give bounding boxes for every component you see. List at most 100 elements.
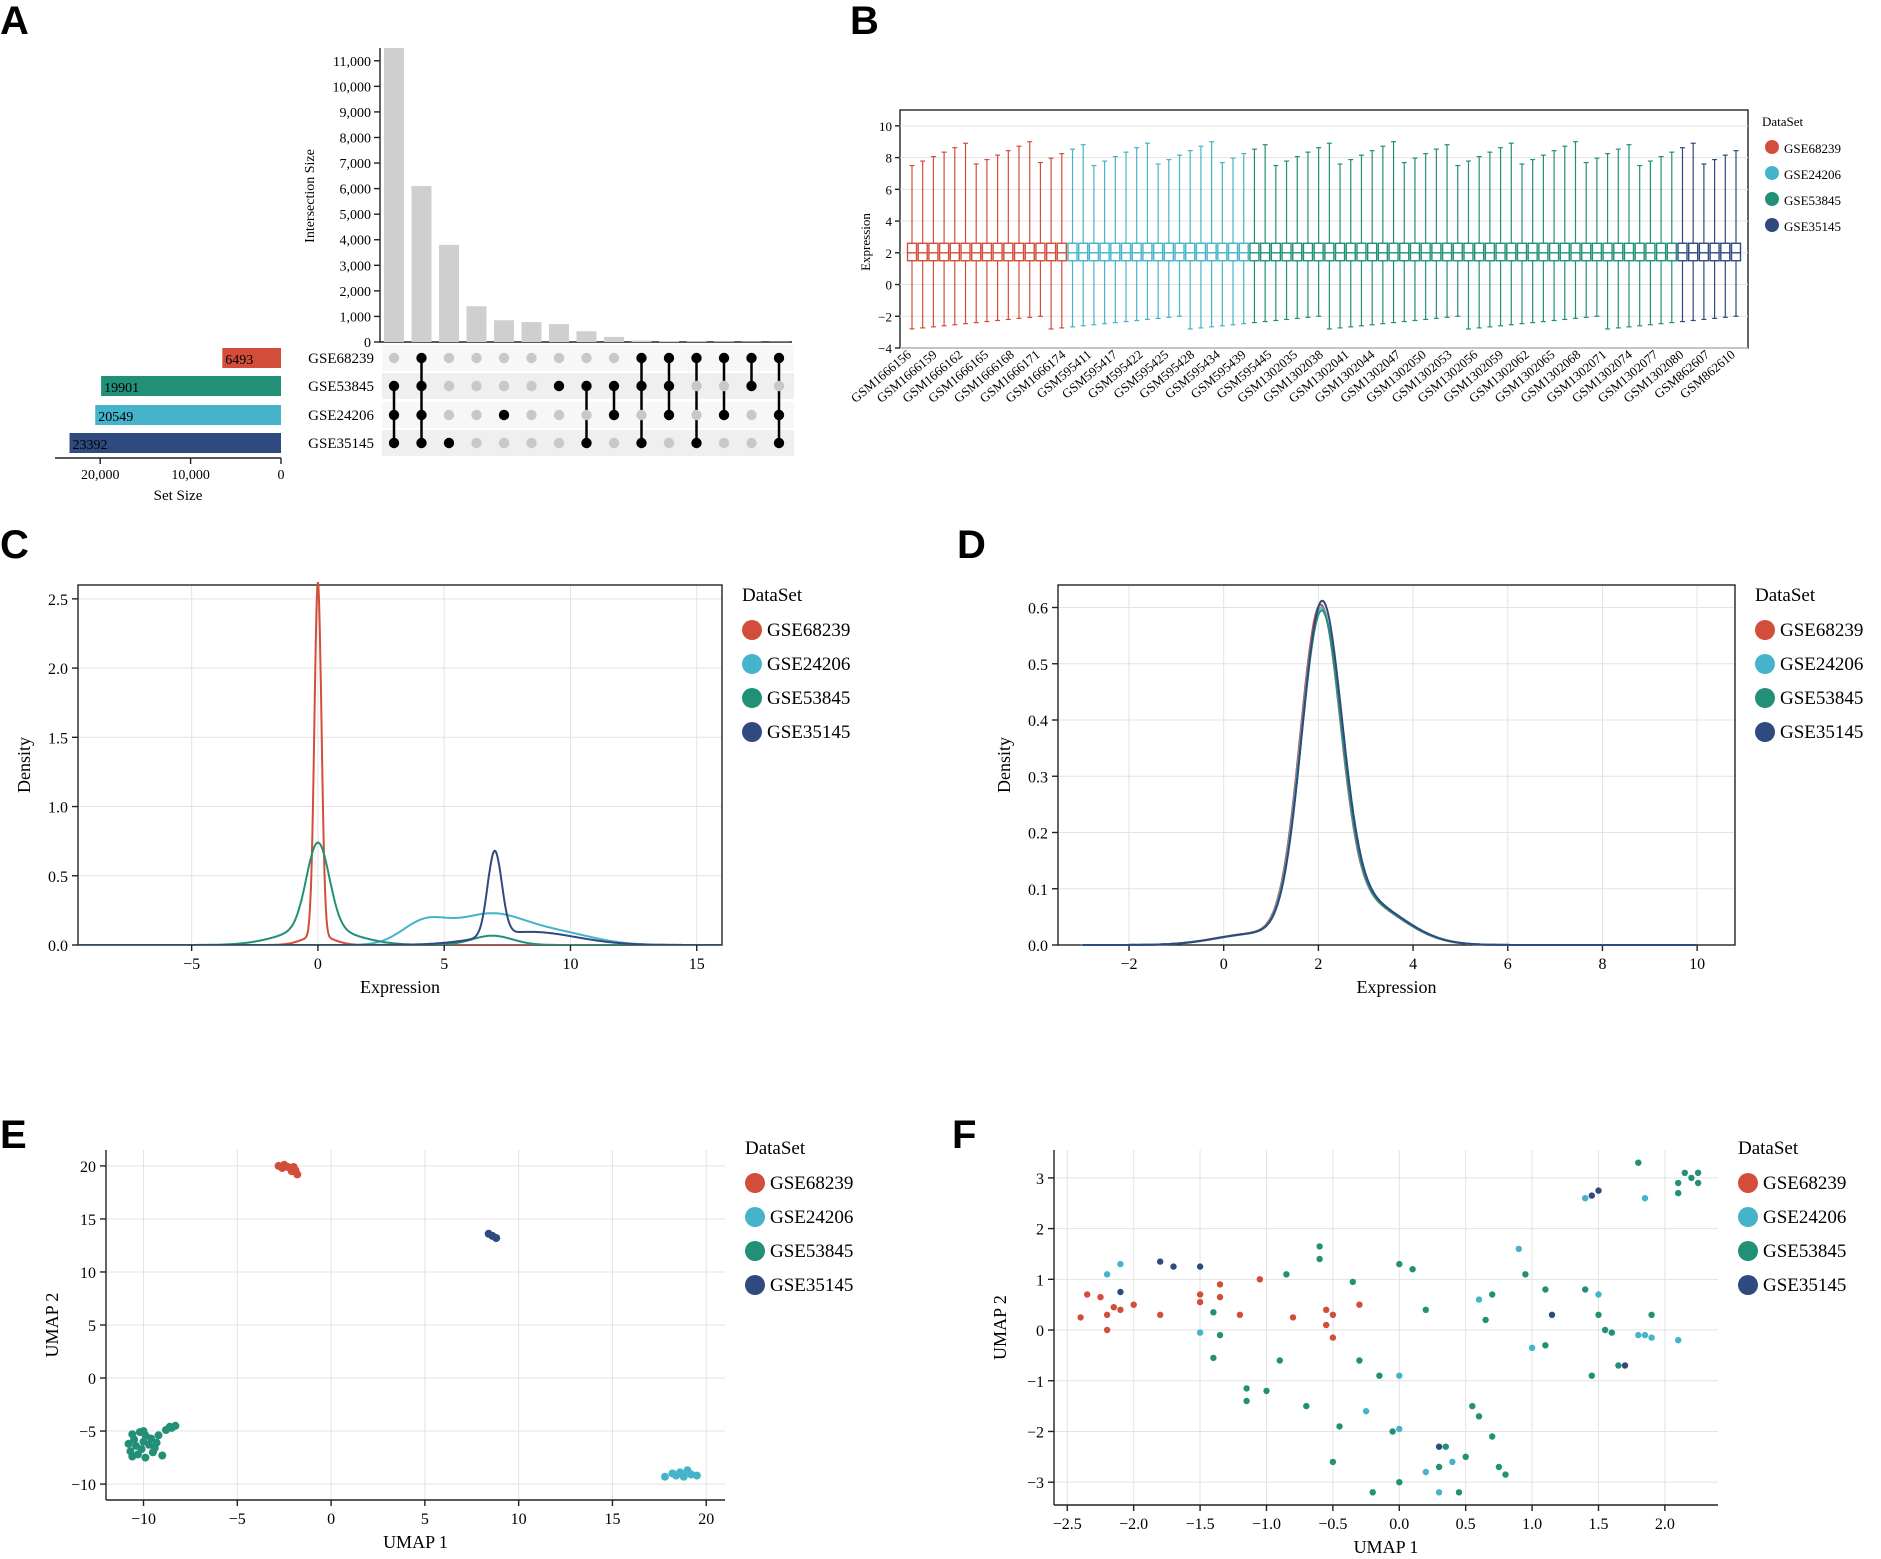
panel-b-box [1313,242,1324,262]
panel-d-legend-label-gse68239: GSE68239 [1780,620,1863,641]
panel-f-point-gse24206 [1641,1195,1649,1202]
panel-e-y-axis-label: UMAP 2 [42,1293,62,1358]
panel-b-legend-swatch-gse35145 [1765,218,1779,232]
panel-b-box [1709,242,1720,262]
panel-b-box [1345,242,1356,262]
panel-c-x-tick-label: 15 [689,956,705,973]
panel-c-density-line-gse24206 [78,912,722,945]
panel-b-y-axis-label: Expression [858,213,873,271]
panel-d-x-tick-label: 8 [1598,956,1606,973]
panel-c-legend-swatch-gse24206 [742,654,762,674]
panel-a-set-size-label: 6493 [225,353,253,368]
panel-c-y-tick-label: 2.0 [48,661,68,678]
panel-a-matrix-dot [416,380,427,392]
panel-e-x-tick-label: 0 [327,1511,335,1528]
panel-c-density-line-gse53845 [78,841,722,945]
panel-d-x-tick-label: 4 [1409,956,1417,973]
panel-b-box [1131,242,1142,262]
panel-f-legend-title: DataSet [1738,1138,1799,1159]
panel-f-point-gse53845 [1396,1479,1403,1486]
panel-b-box [1195,242,1207,262]
panel-a-y-tick-label: 2,000 [340,285,372,300]
panel-c-legend-swatch-gse53845 [742,688,762,708]
panel-b-box [1591,242,1603,262]
panel-e-legend-swatch-gse68239 [745,1173,765,1193]
panel-b-box [1687,242,1699,262]
panel-f-umap-plot: −2.5 −2.0 −1.5 −1.0 −0.5 0.0 0.5 1.0 1.5 2.0 −3 −2 −… [990,1138,1846,1557]
panel-f-point-gse24206 [1635,1331,1642,1339]
panel-f-point-gse53845 [1210,1309,1217,1316]
panel-b-box [1292,242,1303,262]
panel-c-x-tick-label: 5 [440,956,448,973]
panel-a-matrix-dot [718,409,730,421]
panel-a-matrix-dot [608,437,620,449]
panel-f-point-gse68239 [1130,1301,1137,1308]
panel-f-point-gse53845 [1210,1354,1217,1362]
panel-a-matrix-dot [526,437,537,449]
panel-a-matrix-dot [636,409,647,421]
panel-b-y-tick-label: 2 [886,246,893,261]
panel-b-box [917,242,928,262]
panel-a-intersection-bar [714,341,734,342]
panel-f-point-gse53845 [1389,1428,1396,1435]
panel-f-point-gse35145 [1621,1362,1629,1369]
panel-a-matrix-dot [746,437,757,449]
panel-a-matrix-dot [416,409,427,421]
panel-e-point-gse24206 [692,1471,701,1480]
panel-a-set-size-bar [95,405,282,425]
panel-f-point-gse35145 [1595,1187,1602,1194]
panel-c-legend-label-gse35145: GSE35145 [767,722,850,743]
panel-f-point-gse53845 [1396,1260,1403,1268]
panel-e-legend-label-gse35145: GSE35145 [770,1275,853,1296]
panel-f-point-gse53845 [1376,1372,1383,1379]
panel-a-matrix-dot [471,409,482,421]
panel-a-matrix-dot [608,380,620,392]
panel-f-x-tick-label: 0.0 [1389,1516,1409,1533]
panel-a-intersection-bar [549,324,569,342]
panel-e-y-tick-label: 15 [80,1212,96,1229]
panel-b-box [1506,242,1517,262]
panel-f-point-gse68239 [1110,1304,1118,1311]
panel-b-box [1185,242,1196,262]
panel-f-point-gse35145 [1548,1311,1556,1319]
panel-a-y-tick-label: 7,000 [340,157,372,172]
panel-e-point-gse53845 [147,1434,155,1443]
panel-a-upset-plot: 0 1,000 2,000 3,000 4,000 5,000 6,000 7,000 8,00… [55,48,794,504]
panel-b-legend-swatch-gse24206 [1765,166,1779,180]
panel-b-box [1473,242,1485,262]
panel-f-point-gse68239 [1256,1276,1264,1283]
panel-d-density-line-gse35145 [1082,599,1698,946]
panel-c-y-axis-label: Density [14,737,34,793]
panel-a-y-tick-label: 0 [364,336,371,351]
panel-a-matrix-dot [581,352,592,364]
panel-f-y-tick-label: −2 [1027,1424,1044,1441]
panel-f-point-gse35145 [1170,1263,1177,1270]
panel-b-y-tick-label: −2 [878,309,892,324]
panel-b-box [1281,242,1292,262]
panel-b-box [1548,242,1560,262]
panel-letter-f: F [952,1113,976,1157]
panel-a-set-size-bar [69,433,282,453]
panel-f-point-gse68239 [1084,1291,1091,1298]
panel-a-matrix-dot [498,437,510,449]
panel-f-legend-label-gse68239: GSE68239 [1763,1173,1846,1194]
panel-c-plot-frame [77,584,723,946]
panel-f-point-gse53845 [1435,1463,1443,1471]
panel-b-box [1078,242,1089,262]
panel-d-y-tick-label: 0.6 [1028,601,1048,618]
panel-b-y-tick-label: 6 [886,182,893,197]
panel-f-point-gse35145 [1435,1443,1443,1450]
panel-f-point-gse24206 [1396,1372,1403,1379]
panel-b-box [1602,242,1613,262]
panel-a-matrix-dot [608,352,620,364]
panel-a-matrix-dot [553,409,565,421]
panel-d-plot-frame [1057,584,1736,946]
panel-a-matrix-dot [388,409,400,421]
panel-b-box [1409,242,1421,262]
panel-f-x-axis-label: UMAP 1 [1354,1537,1419,1557]
panel-b-box [1538,242,1549,262]
panel-f-legend-swatch-gse24206 [1738,1207,1758,1227]
panel-e-point-gse53845 [139,1427,148,1436]
panel-d-legend-label-gse35145: GSE35145 [1780,722,1863,743]
panel-a-intersection-bar [686,341,707,342]
